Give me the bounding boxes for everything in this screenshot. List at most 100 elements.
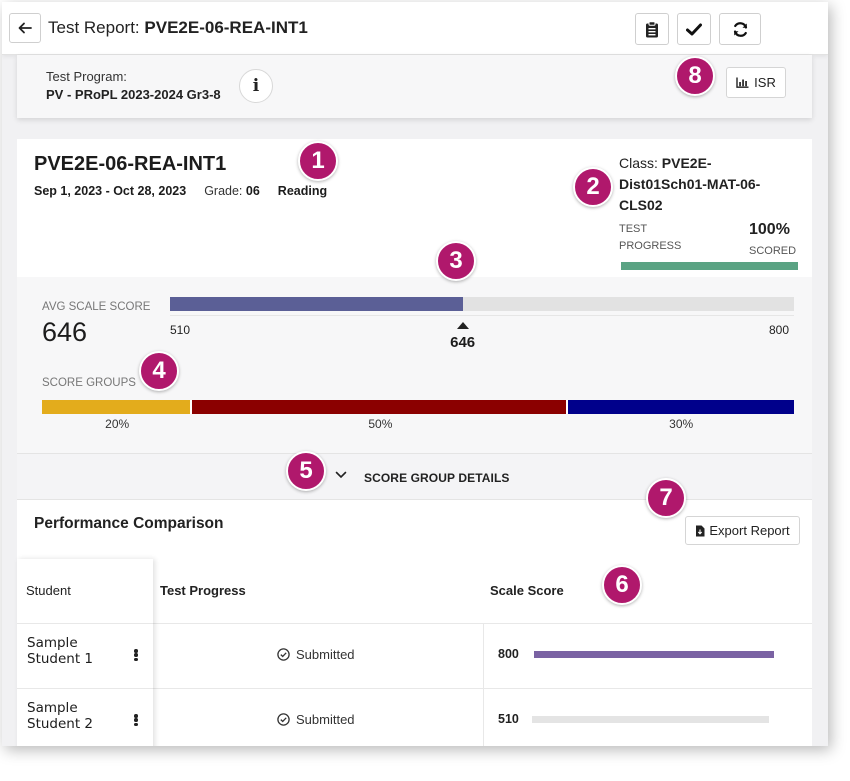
scale-max: 800 <box>769 323 790 337</box>
score-group-details-label: SCORE GROUP DETAILS <box>364 471 510 485</box>
callout-badge: 2 <box>573 167 613 207</box>
class-name-line2: Dist01Sch01-MAT-06- <box>619 176 761 192</box>
more-options-icon[interactable] <box>131 647 141 663</box>
date-range: Sep 1, 2023 - Oct 28, 2023 <box>34 184 187 198</box>
refresh-button[interactable] <box>719 13 761 45</box>
test-progress-label-2: PROGRESS <box>619 240 682 252</box>
column-header-test-progress[interactable]: Test Progress <box>160 583 246 598</box>
report-name: PVE2E-06-REA-INT1 <box>34 153 227 175</box>
checkmark-icon <box>686 23 702 35</box>
callout-badge: 5 <box>286 451 326 491</box>
test-progress-label-1: TEST <box>619 223 648 235</box>
info-button[interactable]: i <box>239 69 273 103</box>
class-name-line1: PVE2E- <box>661 155 712 171</box>
clipboard-icon <box>646 20 658 37</box>
scale-divider <box>170 315 794 316</box>
student-name-line2: Student 1 <box>27 651 94 667</box>
student-name-line2: Student 2 <box>27 716 94 732</box>
scale-score-value: 510 <box>498 712 519 726</box>
status-label: Submitted <box>296 712 355 727</box>
test-progress-label: TEST PROGRESS <box>619 221 699 255</box>
score-group-percent: 30% <box>669 417 694 431</box>
grade-label: Grade: <box>204 184 243 198</box>
score-groups-bar[interactable] <box>42 400 794 414</box>
class-label: Class: <box>619 155 658 171</box>
page-title-value: PVE2E-06-REA-INT1 <box>144 18 308 37</box>
subject: Reading <box>277 184 328 198</box>
test-program-label: Test Program: <box>46 69 127 84</box>
student-name[interactable]: Sample Student 2 <box>27 700 117 732</box>
report-card: PVE2E-06-REA-INT1 Sep 1, 2023 - Oct 28, … <box>17 139 812 746</box>
score-groups-label: SCORE GROUPS <box>42 377 136 389</box>
bar-chart-icon <box>736 77 749 88</box>
student-name-line1: Sample <box>27 700 78 716</box>
page-title: Test Report: PVE2E-06-REA-INT1 <box>48 18 308 38</box>
callout-badge: 8 <box>675 56 715 96</box>
grade-info: Grade: 06 <box>204 184 260 198</box>
page-title-prefix: Test Report: <box>48 18 140 37</box>
report-header: PVE2E-06-REA-INT1 Sep 1, 2023 - Oct 28, … <box>17 139 812 277</box>
score-group-segment[interactable] <box>192 400 569 414</box>
scale-score-bar <box>170 297 794 311</box>
status-label: Submitted <box>296 647 355 662</box>
score-group-details-toggle[interactable]: SCORE GROUP DETAILS <box>17 453 812 500</box>
row-divider <box>17 688 153 689</box>
class-info: Class: PVE2E- Dist01Sch01-MAT-06- CLS02 <box>619 153 799 216</box>
arrow-left-icon <box>18 22 32 34</box>
export-report-button[interactable]: Export Report <box>685 516 800 545</box>
check-circle-icon <box>277 648 290 661</box>
avg-scale-score-label: AVG SCALE SCORE <box>42 301 151 313</box>
column-divider <box>483 623 484 746</box>
callout-badge: 4 <box>139 351 179 391</box>
test-progress-percent: 100% <box>749 221 790 238</box>
approve-button[interactable] <box>677 13 711 45</box>
test-program-value: PV - PRoPL 2023-2024 Gr3-8 <box>46 87 221 102</box>
back-button[interactable] <box>9 13 41 43</box>
file-download-icon <box>696 525 705 536</box>
chevron-down-icon <box>335 471 347 479</box>
export-report-label: Export Report <box>709 523 790 538</box>
report-meta: Sep 1, 2023 - Oct 28, 2023 Grade: 06 Rea… <box>34 184 327 198</box>
test-progress-status: Submitted <box>277 647 355 662</box>
row-divider <box>17 623 812 624</box>
refresh-icon <box>733 21 747 37</box>
test-progress-status: Submitted <box>277 712 355 727</box>
score-marker-icon <box>456 322 469 329</box>
row-divider <box>17 688 812 689</box>
scored-label: SCORED <box>749 245 797 257</box>
score-groups-percents: 20% 50% 30% <box>42 417 794 433</box>
performance-comparison-title: Performance Comparison <box>34 515 224 532</box>
scale-score-bar <box>532 716 769 723</box>
scale-score-fill <box>170 297 463 311</box>
callout-badge: 1 <box>298 141 338 181</box>
test-progress-fill <box>621 262 798 270</box>
info-icon: i <box>252 76 260 96</box>
score-group-percent: 20% <box>105 417 130 431</box>
callout-badge: 7 <box>646 478 686 518</box>
isr-button[interactable]: ISR <box>726 67 786 98</box>
scale-min: 510 <box>170 323 191 337</box>
score-group-segment[interactable] <box>42 400 193 414</box>
avg-scale-score-value: 646 <box>42 317 88 347</box>
score-marker-value: 646 <box>450 334 476 351</box>
student-name[interactable]: Sample Student 1 <box>27 635 117 667</box>
grade-value: 06 <box>245 184 260 198</box>
performance-table: Student Sample Student 1 Sample Student … <box>17 559 812 746</box>
column-header-student[interactable]: Student <box>26 583 71 598</box>
score-section: AVG SCALE SCORE 646 510 800 646 SCORE GR… <box>17 277 812 453</box>
test-progress-bar <box>621 262 798 270</box>
scale-score-fill <box>534 651 774 658</box>
row-divider <box>17 623 153 624</box>
app-window: Test Report: PVE2E-06-REA-INT1 <box>2 2 828 746</box>
class-name-line3: CLS02 <box>619 197 663 213</box>
callout-badge: 3 <box>436 241 476 281</box>
student-name-line1: Sample <box>27 635 78 651</box>
clipboard-button[interactable] <box>635 13 669 45</box>
more-options-icon[interactable] <box>131 712 141 728</box>
scale-score-value: 800 <box>498 647 519 661</box>
score-group-segment[interactable] <box>568 400 794 414</box>
column-header-scale-score[interactable]: Scale Score <box>490 583 564 598</box>
callout-badge: 6 <box>602 565 642 605</box>
check-circle-icon <box>277 713 290 726</box>
score-group-percent: 50% <box>368 417 393 431</box>
